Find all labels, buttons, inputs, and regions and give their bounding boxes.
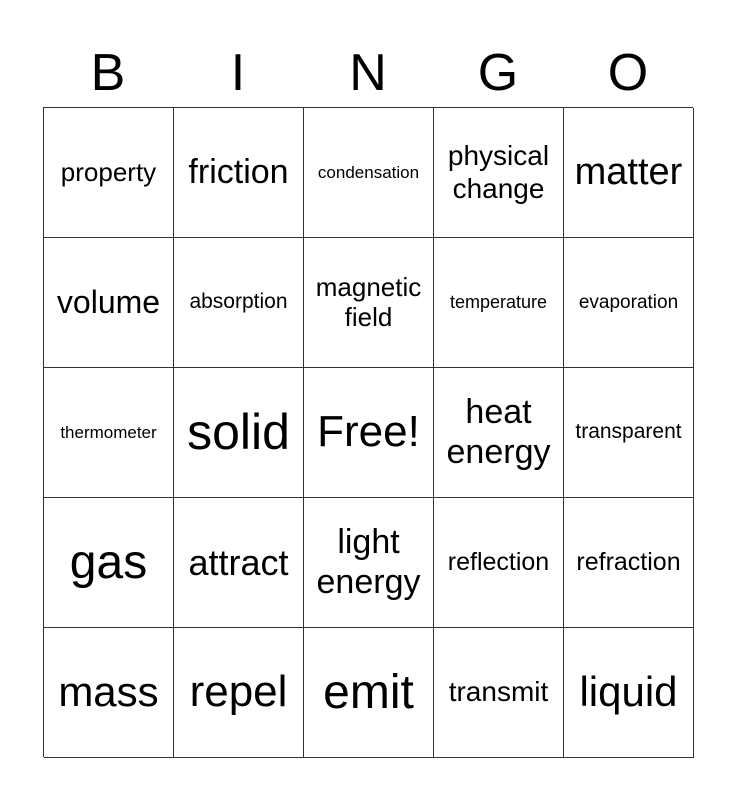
free-space-cell[interactable]: Free!: [304, 368, 434, 498]
header-letter-b: B: [90, 44, 126, 102]
cell-label: condensation: [317, 162, 420, 182]
cell-label: temperature: [449, 292, 548, 313]
bingo-cell[interactable]: reflection: [434, 498, 564, 628]
cell-label: liquid: [579, 668, 678, 716]
cell-label: heat energy: [446, 393, 551, 471]
cell-label: mass: [58, 668, 159, 716]
bingo-cell[interactable]: refraction: [564, 498, 694, 628]
cell-label: emit: [323, 665, 414, 719]
bingo-cell[interactable]: evaporation: [564, 238, 694, 368]
cell-label: Free!: [317, 407, 420, 457]
cell-label: magnetic field: [315, 271, 422, 332]
bingo-cell[interactable]: property: [44, 108, 174, 238]
bingo-cell[interactable]: heat energy: [434, 368, 564, 498]
bingo-cell[interactable]: volume: [44, 238, 174, 368]
cell-label: absorption: [189, 290, 288, 314]
bingo-cell[interactable]: matter: [564, 108, 694, 238]
cell-label: solid: [187, 403, 290, 460]
header-letter-o: O: [607, 44, 649, 102]
bingo-cell[interactable]: transparent: [564, 368, 694, 498]
header-letter-n: N: [349, 44, 387, 102]
bingo-cell[interactable]: repel: [174, 628, 304, 758]
bingo-cell[interactable]: mass: [44, 628, 174, 758]
cell-label: gas: [69, 535, 148, 589]
bingo-cell[interactable]: liquid: [564, 628, 694, 758]
cell-label: matter: [574, 150, 683, 193]
cell-label: thermometer: [60, 422, 157, 442]
bingo-cell[interactable]: light energy: [304, 498, 434, 628]
bingo-cell[interactable]: transmit: [434, 628, 564, 758]
cell-label: evaporation: [578, 291, 679, 313]
cell-label: physical change: [447, 140, 550, 204]
bingo-cell[interactable]: emit: [304, 628, 434, 758]
bingo-cell[interactable]: physical change: [434, 108, 564, 238]
bingo-cell[interactable]: solid: [174, 368, 304, 498]
bingo-cell[interactable]: attract: [174, 498, 304, 628]
bingo-cell[interactable]: condensation: [304, 108, 434, 238]
cell-label: property: [60, 156, 157, 187]
cell-label: transmit: [448, 676, 549, 708]
bingo-cell[interactable]: temperature: [434, 238, 564, 368]
bingo-cell[interactable]: absorption: [174, 238, 304, 368]
bingo-cell[interactable]: magnetic field: [304, 238, 434, 368]
cell-label: refraction: [576, 548, 681, 577]
header-letter-i: I: [230, 44, 246, 102]
bingo-header: B I N G O: [43, 40, 693, 106]
cell-label: repel: [189, 667, 288, 717]
bingo-grid: property friction condensation physical cha…: [43, 107, 694, 758]
cell-label: attract: [188, 541, 289, 583]
cell-label: light energy: [316, 523, 421, 601]
bingo-cell[interactable]: thermometer: [44, 368, 174, 498]
cell-label: friction: [188, 152, 289, 191]
cell-label: transparent: [575, 420, 682, 444]
bingo-cell[interactable]: friction: [174, 108, 304, 238]
cell-label: volume: [56, 284, 161, 321]
cell-label: reflection: [447, 548, 550, 577]
header-letter-g: G: [477, 44, 519, 102]
bingo-cell[interactable]: gas: [44, 498, 174, 628]
